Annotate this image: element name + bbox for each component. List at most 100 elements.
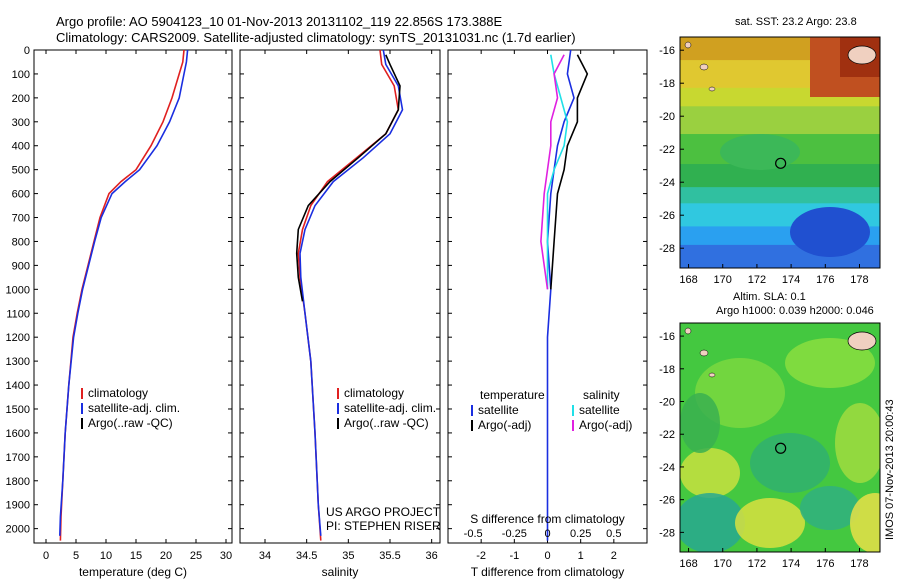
y-tick-label: 400 — [12, 141, 30, 153]
x-tick-label-salinity: 0.25 — [570, 528, 591, 540]
lat-tick-label: -22 — [659, 144, 675, 156]
legend-group-title: salinity — [583, 388, 620, 402]
land-islet — [708, 372, 716, 378]
sla-map-title-1: Altim. SLA: 0.1 — [733, 291, 806, 303]
argo-float-marker — [775, 157, 787, 169]
x-tick-label-salinity: 0 — [544, 528, 550, 540]
lat-tick-label: -16 — [659, 331, 675, 343]
sla-map: 168 170 172 174 176 178 -16 -18 -20 -22 -24 -26 -28 — [659, 322, 881, 570]
x-tick-label: 1 — [578, 550, 584, 562]
figure-title-line2: Climatology: CARS2009. Satellite-adjuste… — [56, 30, 576, 45]
legend-label: satellite-adj. clim. — [88, 401, 180, 415]
argo-float-marker — [775, 442, 787, 454]
land-islet — [699, 63, 709, 71]
series-line-2 — [550, 54, 589, 290]
y-tick-label: 600 — [12, 189, 30, 201]
series-line-3 — [295, 54, 401, 302]
lat-tick-label: -20 — [659, 397, 675, 409]
y-tick-label: 900 — [12, 260, 30, 272]
sst-band — [680, 187, 880, 205]
sla-eddy — [680, 493, 745, 552]
y-tick-label: 1900 — [6, 500, 30, 512]
sst-map-title: sat. SST: 23.2 Argo: 23.8 — [735, 16, 857, 28]
x-tick-label: 35 — [342, 550, 354, 562]
x-tick-label: 34 — [259, 550, 271, 562]
lon-tick-label: 176 — [816, 274, 834, 286]
lon-tick-label: 170 — [714, 558, 732, 570]
y-tick-label: 1600 — [6, 428, 30, 440]
series-line-2 — [299, 49, 404, 536]
profile-panel-1: 0 5 10 15 20 25 300100200300400500600700800900… — [6, 45, 233, 579]
lat-tick-label: -16 — [659, 45, 675, 57]
sst-cool-eddy — [790, 207, 870, 257]
lat-tick-label: -24 — [659, 462, 675, 474]
x-tick-label: 35.5 — [379, 550, 400, 562]
legend-label: satellite — [579, 403, 620, 417]
lat-tick-label: -26 — [659, 210, 675, 222]
lon-tick-label: 170 — [714, 274, 732, 286]
sla-eddy — [835, 403, 880, 483]
land-islet — [684, 41, 692, 49]
x-tick-label: 25 — [190, 550, 202, 562]
lon-tick-label: 168 — [679, 558, 697, 570]
series-line-4 — [540, 54, 565, 290]
lon-tick-label: 172 — [748, 274, 766, 286]
x-axis-label: T difference from climatology — [471, 565, 625, 579]
legend-label: Argo(-adj) — [478, 418, 531, 432]
y-tick-label: 1100 — [6, 308, 30, 320]
land-island — [847, 45, 877, 65]
lat-tick-label: -24 — [659, 177, 675, 189]
y-tick-label: 100 — [12, 69, 30, 81]
y-tick-label: 700 — [12, 213, 30, 225]
x-tick-label: 0 — [43, 550, 49, 562]
y-tick-label: 1300 — [6, 356, 30, 368]
sla-eddy — [680, 448, 740, 498]
sla-eddy — [750, 433, 830, 493]
x-tick-label: 30 — [220, 550, 232, 562]
legend-label: Argo(..raw -QC) — [344, 416, 429, 430]
lon-tick-label: 172 — [748, 558, 766, 570]
lat-tick-label: -28 — [659, 527, 675, 539]
lon-tick-label: 174 — [782, 558, 800, 570]
credit-pi: PI: STEPHEN RISER — [326, 519, 441, 533]
map-field — [680, 323, 880, 552]
y-tick-label: 1000 — [6, 284, 30, 296]
legend-label: Argo(..raw -QC) — [88, 416, 173, 430]
legend-label: satellite-adj. clim. — [344, 401, 436, 415]
x-tick-label: 34.5 — [296, 550, 317, 562]
sla-eddy — [680, 393, 720, 453]
sst-mid-eddy — [720, 134, 800, 170]
y-tick-label: 2000 — [6, 524, 30, 536]
profile-panel-2: 34 34.5 35 35.5 36 salinity — [239, 49, 441, 579]
sst-band — [680, 164, 880, 189]
lat-tick-label: -26 — [659, 495, 675, 507]
map-frame — [679, 322, 881, 553]
sla-eddy — [800, 486, 860, 530]
y-tick-label: 1500 — [6, 404, 30, 416]
x-tick-label: 10 — [100, 550, 112, 562]
lon-tick-label: 178 — [850, 274, 868, 286]
y-tick-label: 1400 — [6, 380, 30, 392]
lat-tick-label: -22 — [659, 429, 675, 441]
y-tick-label: 500 — [12, 165, 30, 177]
figure-title-line1: Argo profile: AO 5904123_10 01-Nov-2013 … — [56, 14, 503, 29]
sst-map: 168 170 172 174 176 178 -16 -18 -20 -22 -24 -26 -28 — [659, 36, 881, 286]
lat-tick-label: -18 — [659, 364, 675, 376]
sla-eddy — [785, 338, 875, 388]
series-line-1 — [546, 49, 575, 541]
x-tick-label: -1 — [509, 550, 519, 562]
land-islet — [699, 349, 709, 357]
x-tick-label: 15 — [130, 550, 142, 562]
x-tick-label-salinity: -0.5 — [464, 528, 483, 540]
lat-tick-label: -20 — [659, 111, 675, 123]
legend-label: satellite — [478, 403, 519, 417]
legend-label: climatology — [88, 386, 148, 400]
x-tick-label: 20 — [160, 550, 172, 562]
x-axis-label: temperature (deg C) — [79, 565, 187, 579]
y-tick-label: 0 — [24, 45, 30, 57]
lat-tick-label: -28 — [659, 243, 675, 255]
y-tick-label: 300 — [12, 117, 30, 129]
y-tick-label: 1700 — [6, 452, 30, 464]
lat-tick-label: -18 — [659, 78, 675, 90]
